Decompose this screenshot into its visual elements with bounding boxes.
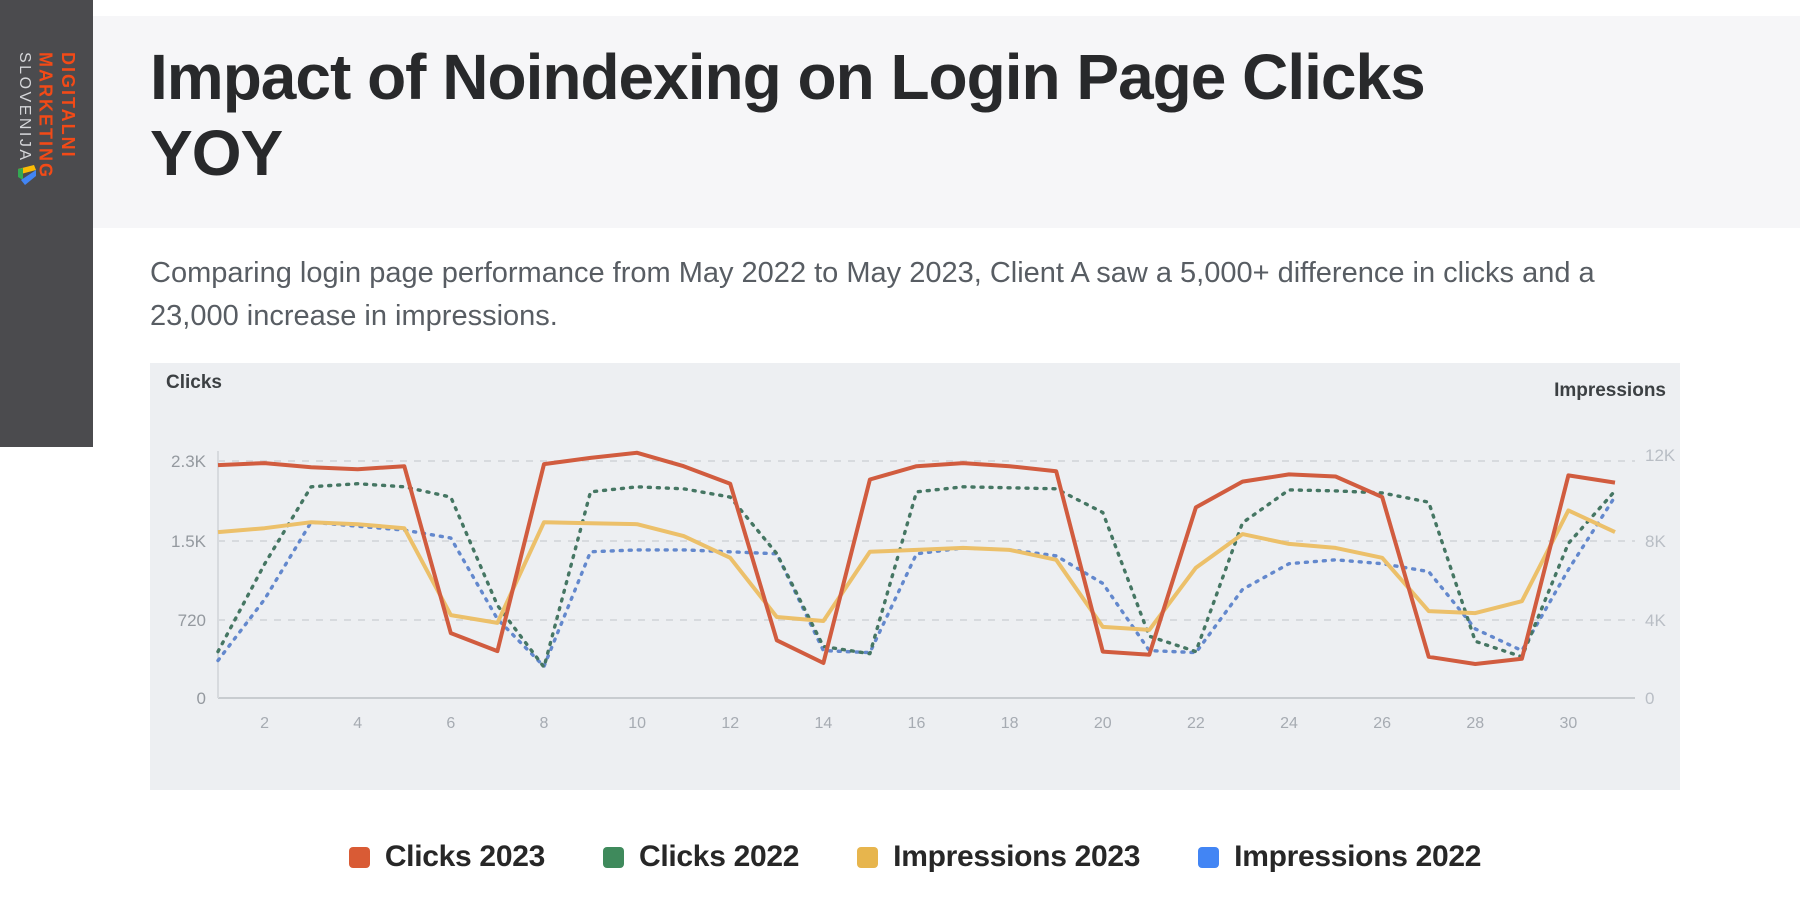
left-axis-tick-label: 0 [197, 689, 206, 708]
x-axis-tick-label: 6 [446, 715, 455, 732]
chart-panel: Clicks Impressions 2.3K 1.5K 720 0 12K 8K 4K 0 2… [150, 363, 1680, 790]
x-axis-tick-label: 4 [353, 715, 362, 732]
legend-item-impressions-2022: Impressions 2022 [1198, 840, 1481, 874]
left-axis-title: Clicks [166, 372, 222, 393]
brand-word-digitalni: DIGITALNI [58, 52, 78, 159]
right-axis-tick-label: 4K [1645, 611, 1666, 630]
legend-label: Clicks 2022 [638, 840, 800, 873]
x-axis-tick-label: 22 [1187, 715, 1205, 732]
x-axis-tick-label: 10 [628, 715, 646, 732]
left-axis-tick-label: 1.5K [171, 532, 207, 551]
chart-legend: Clicks 2023 Clicks 2022 Impressions 2023 Im… [150, 840, 1680, 874]
legend-swatch-icon [348, 846, 370, 868]
legend-label: Impressions 2022 [1234, 840, 1482, 873]
right-axis-tick-label: 12K [1645, 446, 1676, 465]
legend-item-impressions-2023: Impressions 2023 [857, 840, 1140, 874]
brand-sidebar: DIGITALNI MARKETING SLOVENIJA [0, 0, 93, 447]
x-axis-tick-label: 24 [1280, 715, 1298, 732]
brand-vertical-text: DIGITALNI MARKETING SLOVENIJA [14, 52, 79, 179]
legend-swatch-icon [857, 846, 879, 868]
x-axis-tick-label: 16 [908, 715, 926, 732]
series-line-impressions-2022 [216, 494, 1617, 669]
left-axis-tick-label: 2.3K [171, 452, 207, 471]
x-axis-tick-label: 2 [260, 715, 269, 732]
legend-item-clicks-2023: Clicks 2023 [348, 840, 545, 874]
right-axis-tick-label: 8K [1645, 532, 1666, 551]
brand-word-marketing: MARKETING [35, 52, 56, 179]
brand-word-slovenija: SLOVENIJA [16, 52, 33, 163]
x-axis-tick-label: 18 [1001, 715, 1019, 732]
description-text: Comparing login page performance from Ma… [150, 257, 1595, 332]
x-axis-tick-label: 14 [814, 715, 832, 732]
right-axis-tick-label: 0 [1645, 689, 1654, 708]
legend-swatch-icon [1198, 846, 1220, 868]
legend-swatch-icon [602, 846, 624, 868]
x-axis-tick-label: 20 [1094, 715, 1112, 732]
right-axis-title: Impressions [1554, 380, 1666, 401]
series-line-impressions-2023 [217, 508, 1616, 632]
legend-label: Impressions 2023 [893, 840, 1141, 873]
x-axis-tick-label: 12 [721, 715, 739, 732]
series-line-clicks-2023 [217, 450, 1616, 666]
chevron-arrow-logo-icon [18, 165, 36, 185]
x-axis-tick-label: 8 [540, 715, 549, 732]
x-axis-tick-label: 30 [1560, 715, 1578, 732]
x-axis-tick-label: 26 [1373, 715, 1391, 732]
legend-item-clicks-2022: Clicks 2022 [602, 840, 800, 874]
page-title: Impact of Noindexing on Login Page Click… [150, 41, 1426, 189]
x-axis-tick-label: 28 [1466, 715, 1484, 732]
legend-label: Clicks 2023 [384, 840, 545, 873]
series-line-clicks-2022 [216, 481, 1617, 669]
header-band: Impact of Noindexing on Login Page Click… [93, 16, 1800, 228]
left-axis-tick-label: 720 [178, 611, 206, 630]
